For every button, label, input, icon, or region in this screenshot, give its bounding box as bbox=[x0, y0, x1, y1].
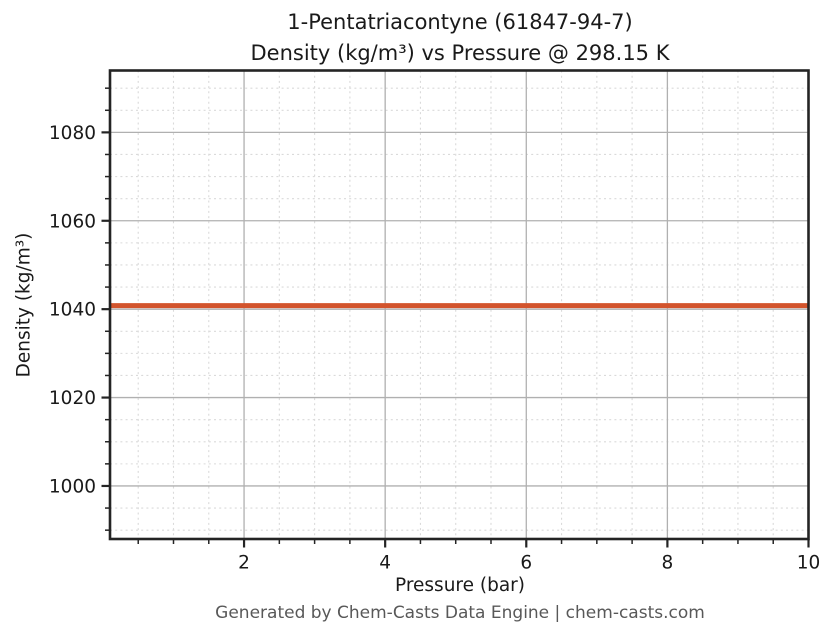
chart-subtitle: Density (kg/m³) vs Pressure @ 298.15 K bbox=[250, 41, 670, 65]
y-tick-label: 1060 bbox=[49, 211, 96, 232]
axes-spines bbox=[108, 69, 810, 541]
x-axis-label: Pressure (bar) bbox=[395, 575, 525, 596]
x-tick-label: 4 bbox=[379, 553, 391, 574]
x-tick-label: 2 bbox=[238, 553, 250, 574]
y-tick-label: 1040 bbox=[49, 300, 96, 321]
y-tick-label: 1080 bbox=[49, 123, 96, 144]
chart-title-block: 1-Pentatriacontyne (61847-94-7) Density … bbox=[110, 7, 810, 69]
chart-title: 1-Pentatriacontyne (61847-94-7) bbox=[287, 10, 633, 34]
footer-credit: Generated by Chem-Casts Data Engine | ch… bbox=[215, 603, 705, 623]
y-tick-label: 1020 bbox=[49, 388, 96, 409]
y-tick-label: 1000 bbox=[49, 476, 96, 497]
x-tick-label: 8 bbox=[661, 553, 673, 574]
x-tick-label: 10 bbox=[797, 553, 821, 574]
x-tick-label: 6 bbox=[520, 553, 532, 574]
y-axis-label: Density (kg/m³) bbox=[13, 232, 35, 378]
